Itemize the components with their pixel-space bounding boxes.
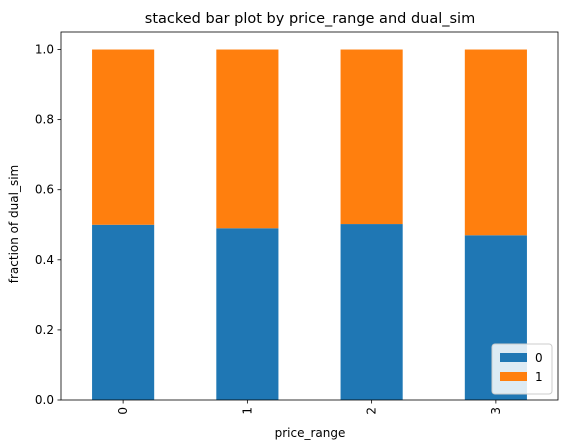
legend-box bbox=[491, 343, 553, 395]
y-tick-label: 0.6 bbox=[35, 183, 54, 197]
axes-group: 0.00.20.40.60.81.00 1 2 3 bbox=[35, 31, 559, 415]
bar-series-0-cat-2 bbox=[340, 224, 403, 400]
bar-series-0-cat-1 bbox=[216, 228, 279, 400]
legend-swatch-1 bbox=[500, 372, 527, 381]
bar-series-1-cat-0 bbox=[92, 49, 155, 225]
x-tick-label: 2 bbox=[365, 407, 379, 415]
plot-frame bbox=[60, 31, 559, 401]
legend-swatch-0 bbox=[500, 353, 527, 362]
y-tick-label: 0.4 bbox=[35, 253, 54, 267]
bar-series-1-cat-2 bbox=[340, 49, 403, 225]
legend-label-1: 1 bbox=[535, 370, 543, 384]
chart-title: stacked bar plot by price_range and dual… bbox=[145, 11, 475, 27]
legend: 01 bbox=[491, 343, 553, 395]
bar-series-1-cat-3 bbox=[464, 49, 527, 236]
y-tick-label: 0.2 bbox=[35, 323, 54, 337]
y-tick-label: 0.8 bbox=[35, 113, 54, 127]
y-tick-label: 1.0 bbox=[35, 43, 54, 57]
y-tick-label: 0.0 bbox=[35, 393, 54, 407]
x-tick-label: 1 bbox=[240, 407, 254, 415]
bar-series-0-cat-0 bbox=[92, 224, 155, 400]
bar-series-1-cat-1 bbox=[216, 49, 279, 229]
x-tick-label: 3 bbox=[489, 407, 503, 415]
bars-group bbox=[92, 49, 527, 400]
x-tick-label: 0 bbox=[116, 407, 130, 415]
legend-label-0: 0 bbox=[535, 351, 543, 365]
y-axis-label: fraction of dual_sim bbox=[7, 165, 21, 283]
x-axis-label: price_range bbox=[275, 426, 346, 440]
